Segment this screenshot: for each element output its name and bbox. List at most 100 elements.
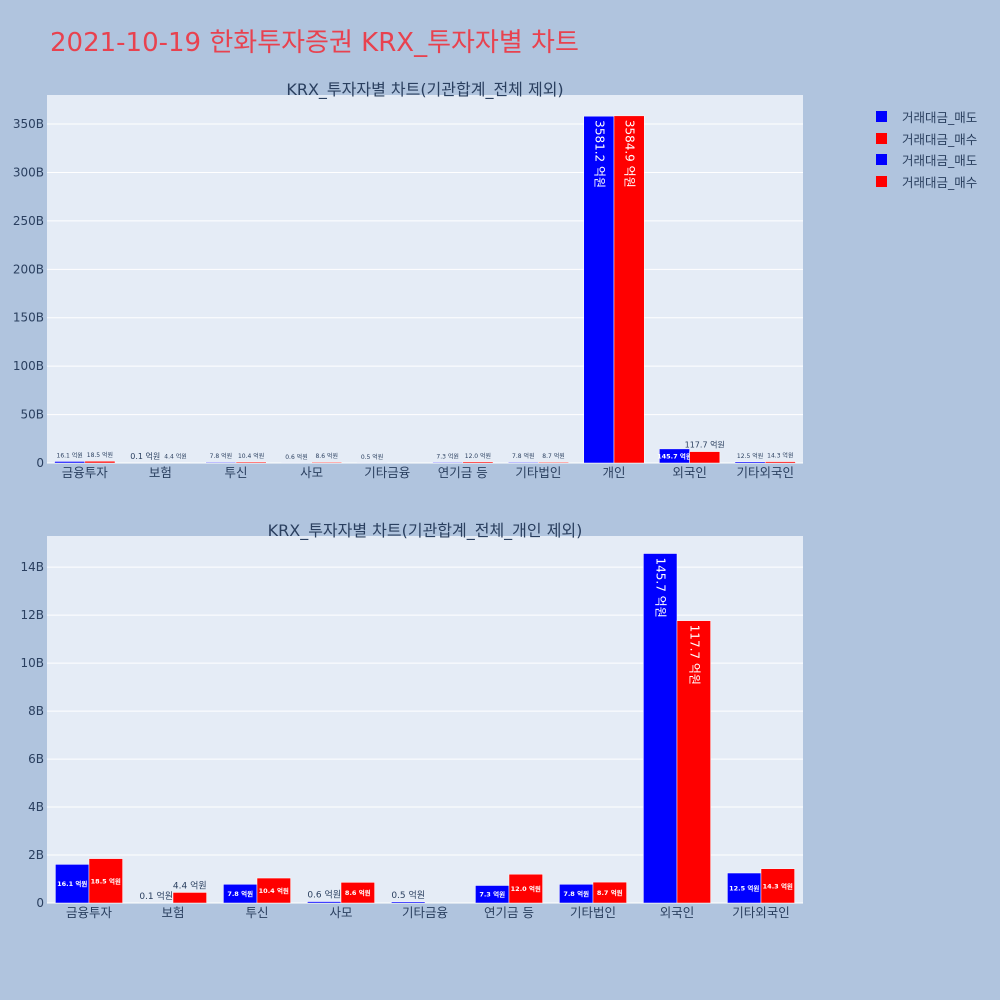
chart-title: KRX_투자자별 차트(기관합계_전체_개인 제외) [268, 521, 583, 541]
data-label: 145.7 억원 [654, 558, 668, 618]
x-tick-label: 기타외국인 [736, 465, 794, 480]
data-label: 0.1 억원 [139, 890, 173, 902]
y-tick-label: 300B [13, 165, 44, 179]
x-tick-label: 사모 [300, 465, 323, 480]
legend-item[interactable]: 거래대금_매수 [876, 128, 977, 150]
data-label: 12.0 억원 [511, 884, 541, 893]
legend-swatch-buy-icon [876, 175, 887, 187]
y-tick-label: 250B [13, 214, 44, 228]
x-tick-label: 사모 [329, 905, 352, 920]
legend-item[interactable]: 거래대금_매도 [876, 149, 977, 171]
x-tick-label: 투신 [224, 465, 247, 480]
plot-area [47, 95, 803, 463]
bar [311, 461, 343, 464]
x-tick-label: 외국인 [660, 905, 695, 920]
bar [256, 877, 291, 904]
bar [340, 882, 375, 904]
bar [613, 115, 645, 464]
y-tick-label: 2B [28, 848, 44, 862]
x-tick-label: 연기금 등 [438, 465, 488, 480]
data-label: 8.6 억원 [345, 888, 371, 897]
bar [538, 461, 569, 464]
data-label: 10.4 억원 [238, 452, 264, 460]
legend[interactable]: 거래대금_매도 거래대금_매수 거래대금_매도 거래대금_매수 [876, 106, 977, 192]
data-label: 3584.9 억원 [623, 120, 637, 188]
bar [172, 892, 207, 904]
legend-label: 거래대금_매도 [902, 110, 978, 126]
legend-item[interactable]: 거래대금_매도 [876, 106, 977, 128]
data-label: 117.7 억원 [687, 625, 701, 685]
data-label: 7.8 억원 [563, 889, 589, 898]
bar [84, 460, 116, 464]
legend-item[interactable]: 거래대금_매수 [876, 171, 977, 193]
y-tick-label: 8B [28, 704, 44, 718]
data-label: 7.8 억원 [210, 452, 233, 460]
bar [689, 451, 721, 464]
x-tick-label: 기타외국인 [732, 905, 790, 920]
x-tick-label: 연기금 등 [484, 905, 534, 920]
data-label: 8.6 억원 [315, 452, 338, 460]
data-label: 3581.2 억원 [592, 120, 606, 188]
y-tick-label: 10B [20, 656, 44, 670]
data-label: 7.8 억원 [227, 889, 253, 898]
x-tick-label: 개인 [602, 465, 625, 480]
bar [676, 620, 711, 904]
data-label: 16.1 억원 [57, 451, 83, 459]
data-label: 8.7 억원 [542, 452, 565, 460]
y-tick-label: 50B [20, 408, 44, 422]
data-label: 0.6 억원 [285, 453, 308, 461]
bar [508, 873, 543, 904]
y-tick-label: 0 [36, 896, 44, 910]
bar [55, 864, 90, 904]
y-tick-label: 4B [28, 800, 44, 814]
data-label: 8.7 억원 [597, 888, 623, 897]
page-title: 2021-10-19 한화투자증권 KRX_투자자별 차트 [50, 28, 579, 58]
data-label: 0.5 억원 [361, 453, 384, 461]
bar [235, 461, 267, 464]
bar [391, 901, 426, 904]
x-tick-label: 투신 [245, 905, 268, 920]
legend-swatch-sell-icon [876, 111, 887, 123]
y-tick-label: 6B [28, 752, 44, 766]
x-tick-label: 금융투자 [66, 905, 113, 920]
data-label: 18.5 억원 [91, 876, 121, 885]
data-label: 145.7 억원 [657, 451, 692, 460]
y-tick-label: 12B [20, 608, 44, 622]
data-label: 16.1 억원 [57, 879, 87, 888]
bar [462, 461, 494, 464]
data-label: 18.5 억원 [87, 451, 113, 459]
data-label: 7.3 억원 [436, 452, 459, 460]
legend-label: 거래대금_매수 [902, 174, 978, 190]
data-label: 7.8 억원 [512, 452, 535, 460]
legend-label: 거래대금_매수 [902, 131, 978, 147]
data-label: 0.5 억원 [391, 889, 425, 901]
bar [583, 115, 615, 464]
chart-title: KRX_투자자별 차트(기관합계_전체 제외) [286, 80, 563, 100]
data-label: 12.5 억원 [737, 452, 763, 460]
x-tick-label: 기타금융 [402, 905, 448, 920]
x-tick-label: 금융투자 [62, 465, 109, 480]
y-tick-label: 0 [36, 456, 44, 470]
data-label: 10.4 억원 [259, 886, 289, 895]
data-label: 12.0 억원 [465, 452, 491, 460]
legend-swatch-buy-icon [876, 132, 887, 144]
y-tick-label: 150B [13, 311, 44, 325]
x-tick-label: 보험 [161, 905, 184, 920]
bar [760, 868, 795, 904]
data-label: 7.3 억원 [479, 890, 505, 899]
data-label: 117.7 억원 [685, 440, 725, 450]
y-tick-label: 14B [20, 560, 44, 574]
data-label: 14.3 억원 [763, 881, 793, 890]
bar [764, 461, 796, 464]
y-tick-label: 100B [13, 359, 44, 373]
x-tick-label: 기타법인 [515, 465, 561, 480]
x-tick-label: 외국인 [672, 465, 707, 480]
data-label: 0.6 억원 [307, 889, 341, 901]
y-tick-label: 350B [13, 117, 44, 131]
bar [592, 881, 627, 904]
x-tick-label: 기타금융 [364, 465, 410, 480]
data-label: 4.4 억원 [173, 879, 207, 891]
legend-label: 거래대금_매도 [902, 153, 978, 169]
